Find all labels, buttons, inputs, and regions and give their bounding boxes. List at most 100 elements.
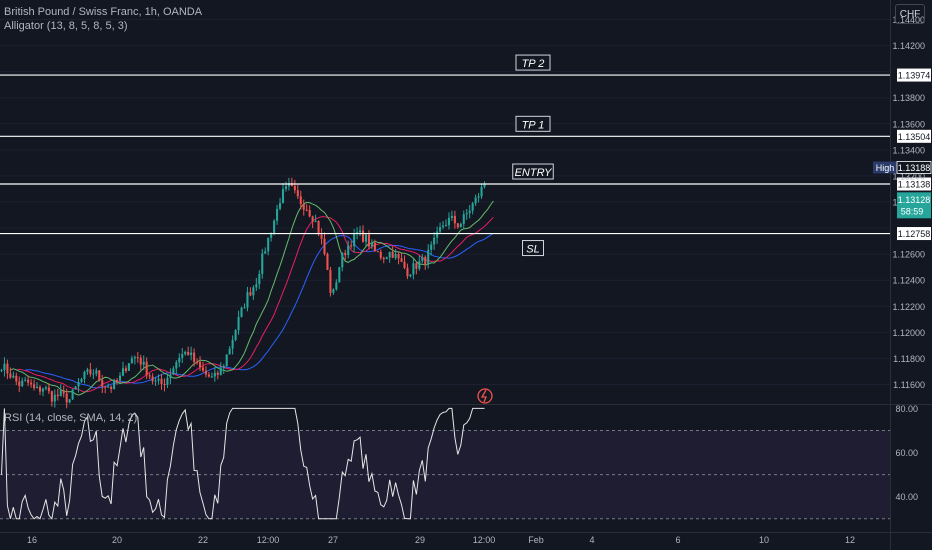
- candle-body: [95, 370, 98, 374]
- candle-body: [424, 257, 427, 265]
- candle-body: [344, 252, 347, 256]
- candle-body: [427, 249, 430, 265]
- candle-body: [136, 357, 139, 359]
- candle-body: [415, 263, 418, 269]
- time-tick-label: 16: [27, 535, 37, 545]
- rsi-legend[interactable]: RSI (14, close, SMA, 14, 2): [4, 412, 138, 424]
- candle-body: [6, 363, 9, 374]
- candle-body: [293, 185, 296, 191]
- candle-body: [350, 245, 353, 247]
- candle-body: [234, 330, 237, 340]
- last-price-box: [897, 192, 931, 219]
- candle-body: [430, 244, 433, 250]
- candle-body: [299, 196, 302, 205]
- candle-body: [213, 372, 216, 377]
- candle-body: [24, 379, 27, 381]
- candle-body: [77, 381, 80, 387]
- high-value-box: [896, 161, 932, 174]
- candle-body: [379, 251, 382, 258]
- candle-body: [394, 254, 397, 258]
- candle-body: [249, 292, 252, 296]
- candle-body: [74, 386, 77, 390]
- candle-body: [187, 351, 190, 356]
- candle-body: [68, 399, 71, 403]
- candle-body: [361, 230, 365, 242]
- alligator-legend[interactable]: Alligator (13, 8, 5, 8, 5, 3): [4, 20, 128, 32]
- candle-body: [296, 190, 299, 197]
- candle-body: [433, 237, 436, 245]
- candle-body: [391, 251, 394, 258]
- candle-body: [50, 391, 53, 402]
- alert-icon[interactable]: [477, 388, 493, 404]
- level-price-box-sl: [897, 227, 931, 241]
- candle-body: [341, 252, 344, 268]
- candle-body: [139, 357, 142, 365]
- candle-body: [388, 251, 391, 258]
- candle-body: [373, 242, 376, 252]
- last-price: 1.13128: [898, 195, 931, 205]
- candle-body: [196, 361, 199, 363]
- rsi-tick-label: 60.00: [895, 448, 918, 458]
- candle-body: [133, 357, 136, 359]
- candle-body: [216, 372, 219, 375]
- candle-body: [65, 393, 68, 403]
- alligator-teeth: [16, 216, 494, 393]
- level-price-tp1: 1.13504: [898, 132, 931, 142]
- candle-body: [284, 186, 288, 190]
- candle-body: [184, 351, 187, 355]
- candle-body: [56, 394, 59, 397]
- time-tick-label: 20: [112, 535, 122, 545]
- price-tick-label: 1.12600: [892, 250, 925, 260]
- candle-body: [116, 379, 119, 381]
- level-price-box-tp1: [897, 129, 931, 143]
- candle-body: [403, 261, 406, 268]
- candle-body: [273, 220, 276, 234]
- candle-body: [323, 238, 326, 254]
- candle-body: [406, 267, 409, 277]
- candle-body: [38, 386, 42, 392]
- candle-body: [104, 386, 107, 388]
- candle-body: [62, 390, 65, 394]
- candle-body: [308, 210, 311, 217]
- candle-body: [130, 358, 133, 364]
- time-tick-label: 10: [759, 535, 769, 545]
- price-tick-label: 1.12000: [892, 328, 925, 338]
- candle-body: [267, 237, 270, 252]
- candle-body: [207, 374, 210, 377]
- currency-button[interactable]: CHF: [895, 4, 925, 24]
- candle-body: [127, 363, 130, 371]
- candle-body: [113, 379, 116, 390]
- candle-body: [228, 348, 231, 355]
- candle-body: [107, 386, 110, 388]
- candle-body: [471, 203, 474, 211]
- candle-body: [480, 186, 483, 197]
- candle-body: [356, 232, 359, 234]
- rsi-pane: 80.00 60.00 40.00: [0, 404, 918, 520]
- candle-body: [89, 369, 92, 375]
- time-tick-label: 4: [589, 535, 594, 545]
- candle-body: [421, 257, 424, 261]
- candle-body: [163, 383, 166, 385]
- candle-body: [124, 368, 127, 371]
- candle-body: [71, 389, 74, 400]
- rsi-line: [1, 407, 485, 520]
- price-tick-label: 1.13800: [892, 93, 925, 103]
- candle-body: [118, 375, 122, 381]
- time-axis[interactable]: 16 20 22 12:00 27 29 12:00 Feb 4 6 10 12: [27, 535, 855, 545]
- candle-body: [169, 374, 172, 378]
- candle-body: [98, 370, 101, 381]
- candle-body: [246, 292, 249, 308]
- price-tick-label: 1.11800: [893, 354, 925, 364]
- candle-body: [459, 223, 462, 228]
- price-tick-label: 1.12200: [892, 302, 925, 312]
- candle-body: [305, 209, 308, 211]
- candle-body: [367, 234, 370, 247]
- candle-body: [157, 378, 160, 381]
- time-tick-label: 12:00: [257, 535, 280, 545]
- candle-body: [193, 352, 196, 362]
- candle-body: [15, 375, 18, 382]
- candle-body: [418, 260, 421, 269]
- candle-body: [468, 210, 471, 214]
- candle-body: [166, 377, 169, 385]
